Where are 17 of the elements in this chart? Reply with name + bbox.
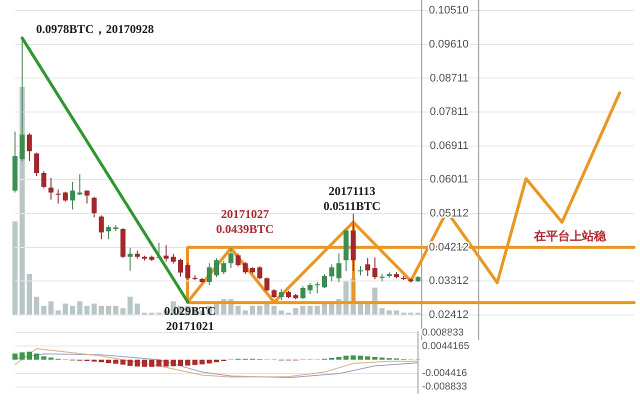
- y-tick-label: 0.02412: [428, 309, 469, 322]
- annotation: 在平台上站稳: [533, 229, 607, 244]
- annotation: 20171113 0.0511BTC: [323, 184, 381, 214]
- y-tick-label: 0.008833: [422, 327, 464, 338]
- y-tick-label: 0.06911: [430, 140, 469, 152]
- y-tick-label: 0.09610: [428, 38, 469, 50]
- y-tick-label: 0.06011: [430, 174, 469, 186]
- y-tick-label: 0.08711: [430, 72, 469, 84]
- y-tick-label: -0.004416: [422, 368, 468, 380]
- annotation: 0.0978BTC，20170928: [36, 22, 154, 36]
- y-tick-label: -0.008833: [422, 382, 468, 393]
- annotation: 20171027 0.0439BTC: [216, 207, 274, 236]
- y-tick-label: 0.10510: [428, 4, 469, 17]
- y-tick-label: 0.03312: [428, 275, 469, 288]
- y-tick-label: 0.0044165: [422, 340, 470, 352]
- y-tick-label: 0.07811: [430, 106, 469, 118]
- annotation: 0.029BTC 20171021: [164, 304, 216, 334]
